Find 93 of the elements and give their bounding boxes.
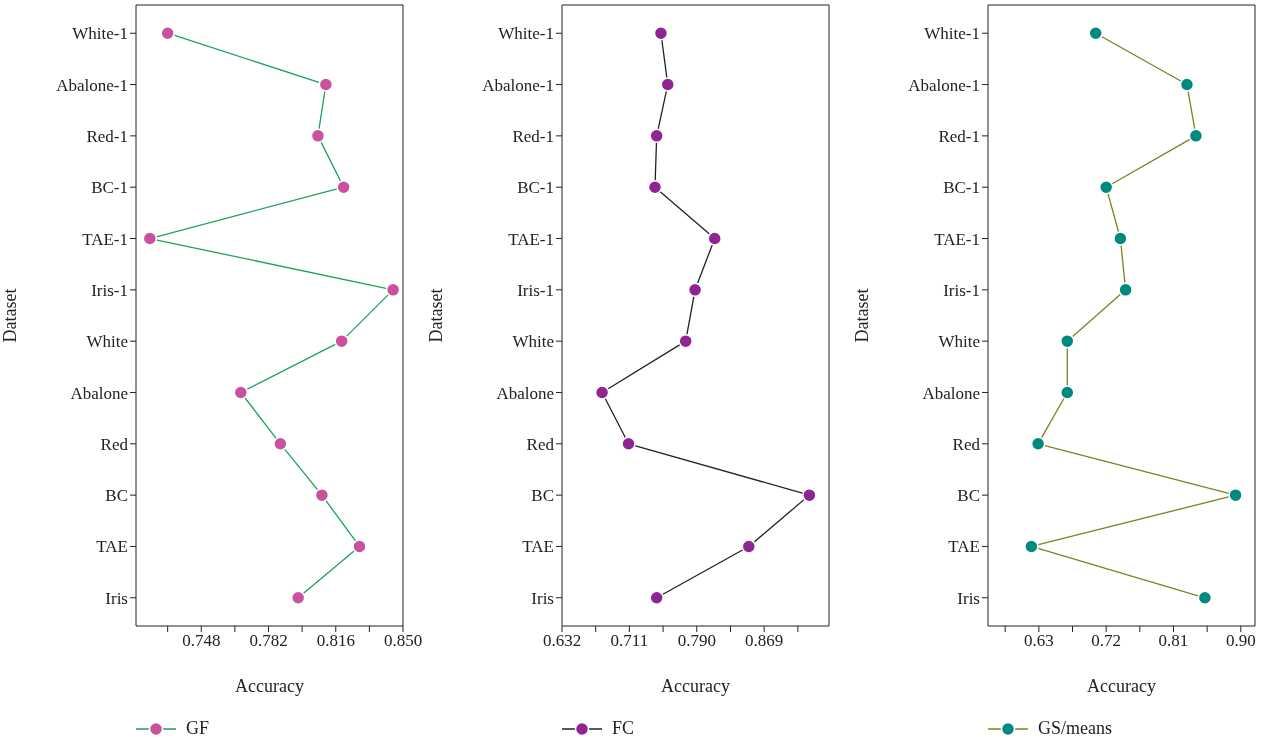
y-tick-label: White-1 [498,24,554,44]
point [1088,25,1103,41]
point [336,179,351,195]
point [318,77,334,92]
point [678,333,693,349]
y-tick-label: TAE [948,537,980,557]
y-tick-label: White-1 [72,24,128,44]
y-tick-label: Red [526,434,555,454]
y-tick-label: Abalone-1 [56,75,128,95]
y-tick-label: Abalone [922,383,980,403]
point [649,128,664,144]
point [1197,590,1213,606]
x-tick-label: 0.816 [316,631,355,651]
point [290,590,306,606]
y-tick-label: TAE-1 [82,229,128,249]
y-axis-title: Dataset [852,288,873,343]
y-tick-label: Iris-1 [517,280,554,300]
x-axis-title: Accuracy [235,676,304,696]
x-tick-label: 0.81 [1158,631,1189,651]
point [649,590,664,606]
x-tick-label: 0.72 [1091,631,1122,651]
y-tick-label: Abalone-1 [482,75,554,95]
point [621,436,636,452]
point [1179,77,1195,92]
y-tick-label: BC [105,486,128,506]
x-tick-label: 0.748 [182,631,221,651]
legend-label: GS/means [1038,718,1112,739]
point [594,385,610,400]
x-axis-title: Accuracy [1087,676,1156,696]
point [352,539,367,554]
y-tick-label: White [512,332,554,352]
y-tick-label: Iris [105,588,128,608]
x-tick-label: 0.632 [542,631,582,651]
y-tick-label: BC [531,486,554,506]
legend-label: FC [612,718,635,739]
y-tick-label: Abalone-1 [908,75,980,95]
y-tick-label: Red-1 [512,126,554,146]
y-tick-label: Iris-1 [943,280,980,300]
point [160,25,175,41]
point [707,231,722,246]
point [687,282,703,298]
y-tick-label: TAE-1 [508,229,554,249]
point [273,436,288,452]
point [660,77,676,92]
y-tick-label: Iris [957,588,980,608]
point [1030,436,1046,452]
point [1118,282,1133,298]
point [310,128,326,144]
y-tick-label: Abalone [70,383,128,403]
y-tick-label: TAE-1 [934,229,980,249]
point [334,333,349,349]
y-tick-label: Red [952,434,981,454]
y-tick-label: BC-1 [91,178,128,198]
point [1060,333,1075,349]
y-tick-label: TAE [522,537,554,557]
y-tick-label: Iris [531,588,554,608]
y-axis-title: Dataset [0,288,21,343]
y-tick-label: White [86,332,128,352]
point [1024,539,1039,554]
legend-label: GF [186,718,210,739]
y-tick-label: TAE [96,537,128,557]
point [233,385,249,400]
y-tick-label: Iris-1 [91,280,128,300]
x-tick-label: 0.782 [249,631,288,651]
point [741,539,757,554]
y-tick-label: Abalone [496,383,554,403]
y-tick-label: Red-1 [86,126,128,146]
point [314,487,330,503]
point [653,25,669,41]
point [1098,179,1114,195]
x-tick-label: 0.790 [677,631,716,651]
point [385,282,401,298]
point [647,179,663,195]
y-tick-label: Red-1 [938,126,980,146]
y-axis-title: Dataset [426,288,447,343]
x-tick-label: 0.850 [383,631,423,651]
y-tick-label: BC [957,486,980,506]
y-tick-label: White [938,332,980,352]
point [1228,487,1243,503]
x-axis-title: Accuracy [661,676,730,696]
x-tick-label: 0.63 [1023,631,1054,651]
y-tick-label: Red [100,434,129,454]
point [1113,231,1128,246]
x-tick-label: 0.90 [1225,631,1256,651]
y-tick-label: BC-1 [943,178,980,198]
point [142,231,158,246]
x-tick-label: 0.711 [610,631,649,651]
point [1060,385,1075,400]
point [1188,128,1204,144]
x-tick-label: 0.869 [745,631,784,651]
point [802,487,817,503]
y-tick-label: BC-1 [517,178,554,198]
y-tick-label: White-1 [924,24,980,44]
